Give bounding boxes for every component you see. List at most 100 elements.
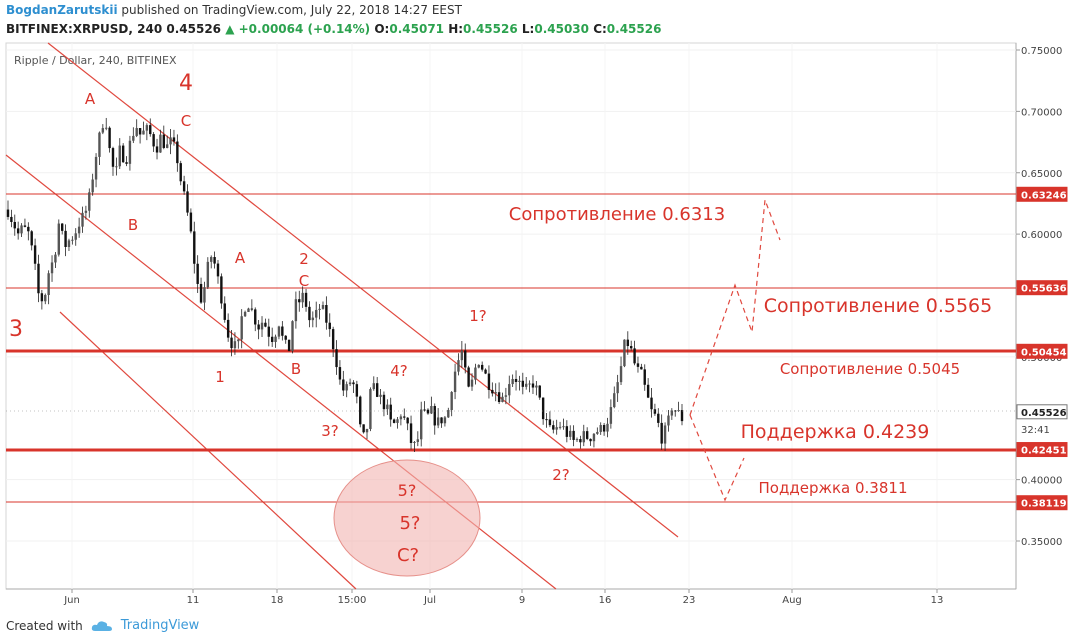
candle-body (298, 299, 301, 303)
candle-body (165, 144, 169, 148)
candle-body (352, 382, 355, 385)
candle-body (237, 339, 240, 342)
candle-body (331, 329, 335, 350)
candle-body (240, 316, 243, 340)
high-label: H: (448, 22, 464, 36)
candle-body (118, 145, 121, 167)
candle-body (657, 413, 660, 423)
candle-body (450, 392, 453, 411)
candle-body (653, 409, 657, 414)
wave-annotation: 4? (390, 362, 408, 380)
candle-body (16, 228, 20, 234)
candle-body (338, 367, 342, 380)
price-tag-label: 0.42451 (1021, 446, 1067, 457)
candle-body (508, 384, 511, 396)
candle-body (585, 431, 589, 439)
wave-annotation: Поддержка 0.3811 (759, 479, 908, 497)
x-tick-label: 23 (683, 595, 696, 606)
candle-body (155, 146, 159, 153)
candle-body (457, 360, 460, 372)
candle-body (626, 339, 630, 347)
candle-body (467, 367, 470, 387)
candle-body (555, 427, 558, 430)
wave-annotation: C (299, 272, 309, 290)
candle-body (379, 394, 382, 397)
candle-body (674, 410, 677, 412)
candle-body (169, 137, 172, 145)
candle-body (562, 426, 565, 428)
candle-body (54, 254, 57, 263)
y-tick-label: 0.35000 (1021, 537, 1062, 548)
created-with-label: Created with (6, 618, 83, 633)
wave-annotation: Сопротивление 0.5565 (764, 295, 992, 317)
y-tick-label: 0.60000 (1021, 230, 1062, 241)
candle-body (108, 127, 111, 149)
candle-body (132, 135, 135, 141)
candle-body (57, 223, 61, 255)
candle-body (541, 397, 545, 420)
low-label: L: (521, 22, 535, 36)
symbol-info: BITFINEX:XRPUSD, 240 0.45526 ▲ +0.00064 … (6, 22, 661, 36)
candle-body (128, 140, 132, 164)
candle-body (284, 335, 287, 340)
candle-body (406, 417, 409, 424)
candle-body (382, 394, 386, 410)
price-tag-bg (1016, 404, 1068, 420)
candle-body (606, 423, 609, 432)
y-tick-label: 0.40000 (1021, 476, 1062, 487)
candle-body (294, 299, 298, 322)
candle-body (210, 257, 213, 262)
candle-body (613, 393, 616, 408)
candle-body (193, 231, 196, 264)
x-tick-label: 13 (931, 595, 944, 606)
price-chart[interactable]: Ripple / Dollar, 240, BITFINEX 0.75000 0.… (0, 40, 1073, 610)
wave-annotation: 1? (469, 307, 487, 325)
projection-paths (689, 199, 781, 502)
price-tag-label: 0.55636 (1021, 284, 1067, 295)
close-label: C: (593, 22, 607, 36)
candle-body (216, 263, 220, 277)
candle-body (375, 383, 379, 397)
candle-body (572, 430, 575, 440)
wave-annotation: 3? (321, 422, 339, 440)
wave-annotation: 2? (552, 466, 570, 484)
candle-body (670, 410, 674, 416)
candle-body (203, 287, 206, 303)
candle-body (84, 210, 88, 213)
candle-body (250, 308, 254, 310)
candle-body (511, 378, 514, 385)
candle-body (636, 363, 640, 367)
candle-body (575, 439, 579, 441)
candle-body (403, 416, 406, 418)
candle-body (77, 226, 81, 234)
open-label: O: (374, 22, 390, 36)
candle-body (105, 127, 108, 129)
wave-annotation: B (128, 216, 138, 234)
tradingview-link[interactable]: TradingView (120, 618, 200, 633)
candle-body (274, 336, 277, 342)
price-tag-label: 0.63246 (1021, 190, 1067, 201)
candle-body (40, 293, 44, 302)
candle-body (433, 406, 436, 426)
wave-annotation: 1 (215, 368, 225, 386)
candle-body (81, 212, 84, 227)
wave-annotation: A (85, 90, 96, 108)
candle-body (149, 125, 152, 135)
channel-upper (47, 42, 679, 538)
candle-body (311, 317, 315, 321)
x-tick-label: Jun (63, 595, 80, 606)
x-tick-label: Jul (423, 595, 436, 606)
candle-body (220, 276, 223, 304)
candle-body (308, 306, 311, 321)
candle-body (552, 425, 555, 430)
candle-body (125, 162, 128, 164)
candle-body (94, 156, 98, 180)
author-link[interactable]: BogdanZarutskii (6, 3, 118, 17)
candle-body (667, 415, 670, 426)
candle-body (623, 339, 626, 367)
candle-body (589, 438, 592, 442)
candle-body (545, 419, 548, 421)
candle-body (558, 426, 562, 428)
candle-body (162, 134, 165, 148)
candle-body (142, 130, 145, 135)
